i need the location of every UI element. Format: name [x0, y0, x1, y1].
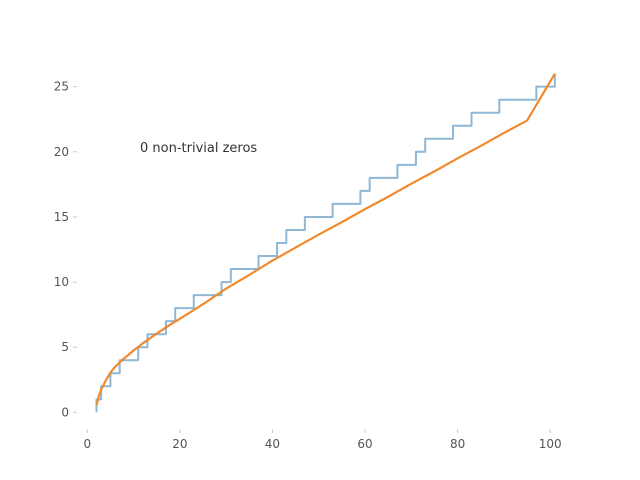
y-tick-label: 15 — [54, 210, 69, 224]
chart-annotation: 0 non-trivial zeros — [140, 141, 257, 156]
y-tick-label: 0 — [61, 405, 69, 419]
x-tick-label: 20 — [172, 437, 187, 451]
y-tick-label: 10 — [54, 275, 69, 289]
series-layer — [95, 73, 556, 413]
x-tick-label: 40 — [265, 437, 280, 451]
y-tick-label: 25 — [54, 80, 69, 94]
x-tick-label: 0 — [83, 437, 91, 451]
y-tick-label: 20 — [54, 145, 69, 159]
x-tick-label: 80 — [450, 437, 465, 451]
x-tick-label: 60 — [357, 437, 372, 451]
step-series-line — [95, 73, 556, 413]
smooth-series-line — [95, 73, 556, 406]
axis-ticks: 0 20 40 60 80 100 0 5 10 15 20 25 — [54, 80, 562, 451]
y-tick-label: 5 — [61, 340, 69, 354]
x-tick-label: 100 — [539, 437, 562, 451]
